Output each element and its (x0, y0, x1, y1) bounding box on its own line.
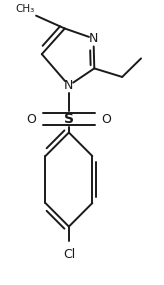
Text: N: N (89, 32, 98, 45)
Text: O: O (102, 113, 112, 126)
Text: Cl: Cl (63, 248, 75, 261)
Text: CH₃: CH₃ (15, 4, 34, 14)
Text: O: O (26, 113, 36, 126)
Text: S: S (64, 112, 74, 126)
Text: N: N (64, 79, 74, 92)
